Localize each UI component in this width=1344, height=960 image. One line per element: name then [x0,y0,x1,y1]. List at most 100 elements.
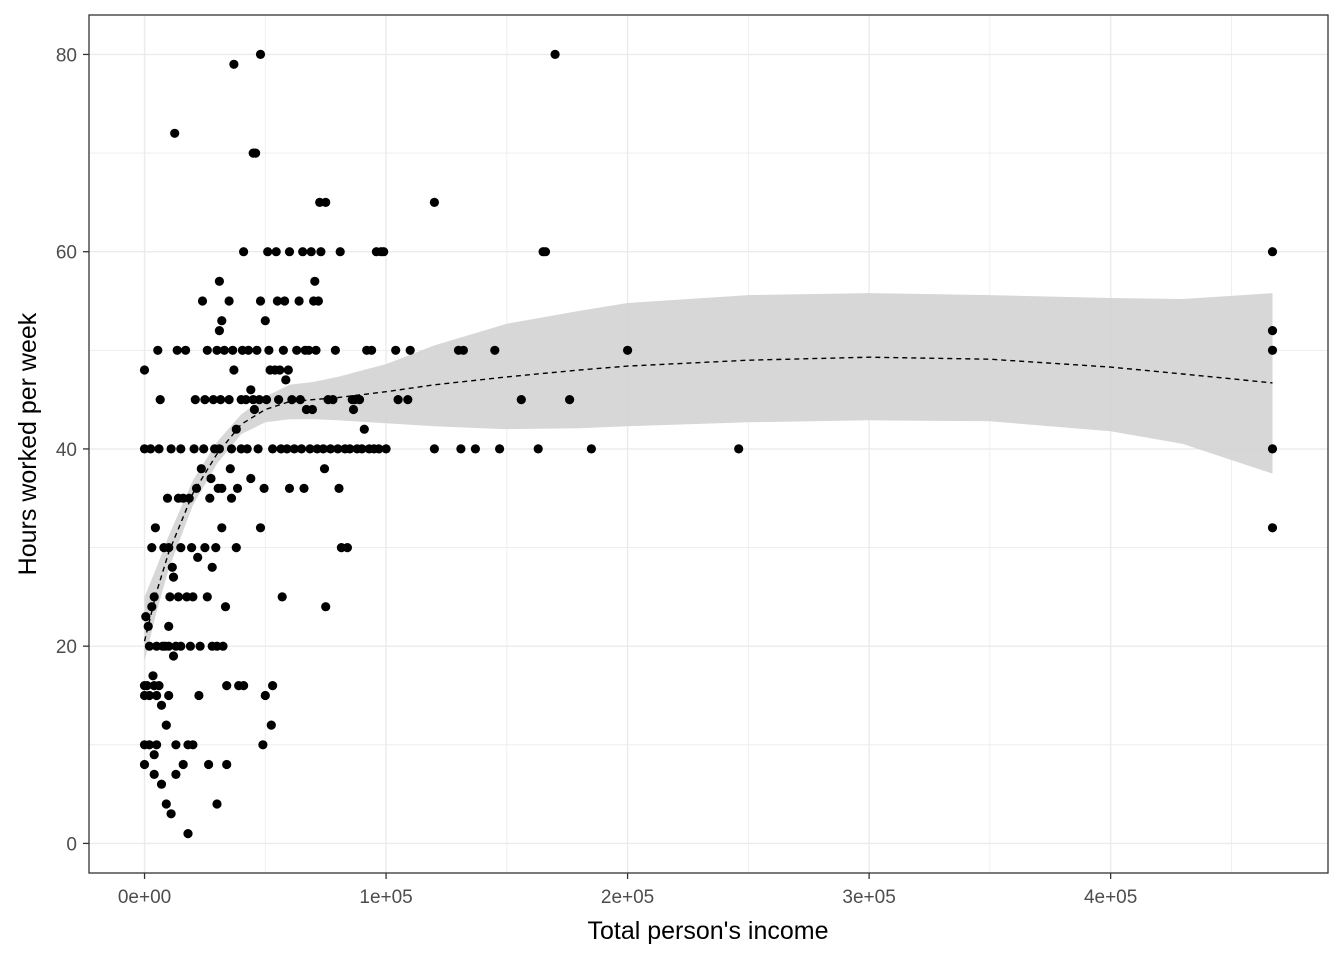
data-point [216,395,226,405]
data-point [330,345,340,355]
data-point [374,444,384,454]
data-point [321,602,331,612]
data-point [212,345,222,355]
data-point [219,345,229,355]
data-point [226,493,237,503]
data-point [333,444,343,454]
data-point [166,444,176,454]
data-point [359,424,369,434]
data-point [189,444,199,454]
data-point [205,493,215,503]
data-point [304,345,314,355]
data-point [197,296,208,306]
data-point [229,365,239,375]
data-point [225,464,235,474]
data-point [188,592,198,602]
data-point [456,444,466,454]
data-point [196,464,206,474]
x-tick-label: 3e+05 [842,887,895,908]
confidence-band [144,293,1273,661]
data-point [268,444,278,454]
data-point [275,365,285,375]
data-point [540,247,551,257]
y-axis: 0 20 40 60 80 [56,45,89,855]
trend-line [143,356,1273,642]
data-point [148,671,158,681]
data-point [149,592,159,602]
data-point [266,720,276,730]
data-point [403,395,413,405]
data-point [307,404,317,415]
y-axis-title: Hours worked per week [14,312,42,575]
data-point [391,345,401,355]
data-point [156,779,167,789]
data-point [152,740,162,750]
data-point [429,197,439,207]
data-point [260,316,270,326]
data-point [260,690,270,701]
data-point [164,621,174,632]
data-point [623,345,633,355]
x-tick-label: 0e+00 [118,887,171,908]
data-point [208,395,218,405]
data-point [316,247,326,257]
data-point [202,592,212,602]
data-point [272,296,282,306]
data-point [243,345,253,355]
y-tick-label: 80 [56,45,77,66]
data-point [1267,326,1278,336]
data-point [379,247,389,257]
data-point [204,759,214,770]
data-point [734,444,744,454]
data-point [143,621,153,632]
data-point [190,395,200,405]
data-point [146,444,156,454]
data-point [226,444,237,454]
data-point [292,345,302,355]
data-point [318,444,328,454]
data-point [310,276,320,286]
data-point [176,444,186,454]
data-point [171,740,181,750]
data-point [228,345,238,355]
data-point [231,543,241,553]
data-point [229,59,239,69]
y-tick-label: 0 [66,834,77,855]
data-point [565,395,575,405]
data-point [139,759,150,770]
data-point [149,750,159,760]
data-point [381,444,391,454]
data-point [224,296,234,306]
data-point [222,681,232,691]
y-tick-label: 40 [56,440,77,461]
data-point [255,49,266,60]
data-point [162,493,173,503]
data-point [164,641,174,651]
data-point [283,365,293,375]
data-point [258,740,268,750]
data-point [154,444,164,454]
data-point [296,444,307,454]
data-point [218,641,228,651]
data-point [1267,345,1278,355]
data-point [255,296,266,306]
data-point [306,247,316,257]
data-point [533,444,543,454]
data-point [264,345,274,355]
data-point [168,651,179,661]
data-point [280,296,290,306]
data-point [277,592,287,602]
data-point [429,444,439,454]
data-point [176,543,186,553]
data-point [328,395,338,405]
data-point [202,345,212,355]
data-point [200,543,210,553]
data-point [178,759,188,770]
data-point [185,641,195,651]
data-point [172,345,182,355]
data-point [161,799,171,809]
data-point [239,681,249,691]
data-point [305,444,315,454]
data-point [313,296,323,306]
data-point [282,444,292,454]
